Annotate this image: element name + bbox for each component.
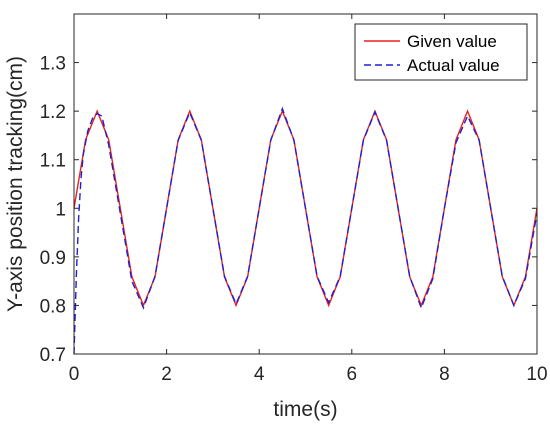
legend: Given value Actual value: [354, 23, 528, 81]
y-axis-label: Y-axis position tracking(cm): [4, 56, 27, 312]
x-tick-label: 0: [69, 364, 80, 385]
x-tick-label: 10: [526, 364, 547, 385]
y-tick-label: 0.7: [40, 345, 66, 366]
x-axis-label: time(s): [273, 398, 337, 421]
x-tick-label: 2: [161, 364, 172, 385]
y-tick-label: 1: [55, 199, 66, 220]
legend-label-given-value: Given value: [407, 32, 497, 51]
series-line-actual-value: [73, 106, 538, 355]
x-tick-label: 6: [347, 364, 358, 385]
x-tick-label: 8: [439, 364, 450, 385]
legend-box: [354, 23, 528, 81]
legend-label-actual-value: Actual value: [407, 56, 500, 75]
y-tick-label: 0.8: [40, 296, 66, 317]
x-tick-label: 4: [254, 364, 265, 385]
axes-box: [73, 13, 538, 355]
y-tick-label: 0.9: [40, 248, 66, 269]
ticks-layer: 0 2 4 6 8 10 0.7 0.8 0.9 1 1.1 1.2 1.3: [40, 14, 548, 385]
axes-layer: [73, 13, 538, 355]
y-tick-label: 1.3: [40, 54, 66, 75]
y-tick-label: 1.1: [40, 151, 66, 172]
y-tick-label: 1.2: [40, 102, 66, 123]
series-layer: [73, 106, 538, 355]
